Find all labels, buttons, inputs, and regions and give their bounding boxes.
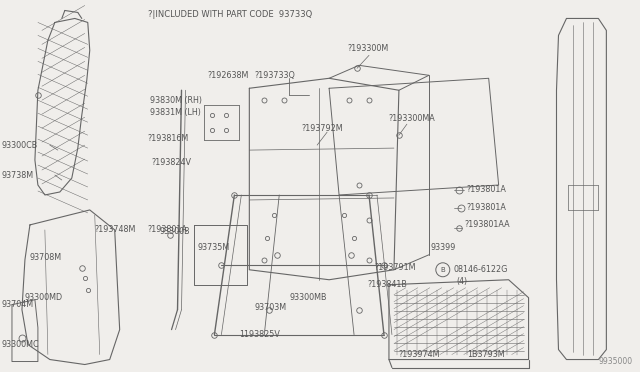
- Text: 93703M: 93703M: [254, 303, 287, 312]
- Text: ?193974M: ?193974M: [399, 350, 440, 359]
- Text: ?193733Q: ?193733Q: [254, 71, 295, 80]
- Text: 93300CB: 93300CB: [2, 141, 38, 150]
- Text: ?193792M: ?193792M: [301, 124, 343, 133]
- Text: 08146-6122G: 08146-6122G: [454, 265, 508, 274]
- Text: 93399: 93399: [431, 243, 456, 252]
- Text: ?193300M: ?193300M: [347, 44, 388, 53]
- Text: 93300MC: 93300MC: [2, 340, 40, 349]
- Text: ?192638M: ?192638M: [207, 71, 249, 80]
- Text: 93300MD: 93300MD: [25, 293, 63, 302]
- Text: ?193801AA: ?193801AA: [465, 220, 510, 230]
- Text: ?193801A: ?193801A: [148, 225, 188, 234]
- Text: 93831M (LH): 93831M (LH): [150, 108, 200, 117]
- Text: ?193791M: ?193791M: [374, 263, 415, 272]
- Text: 1193825V: 1193825V: [239, 330, 280, 339]
- Text: 93738M: 93738M: [2, 170, 34, 180]
- Text: (4): (4): [457, 277, 468, 286]
- Text: 9935000: 9935000: [598, 357, 632, 366]
- Text: 93300B: 93300B: [159, 227, 190, 236]
- Text: ?193824V: ?193824V: [152, 158, 191, 167]
- Text: ?|INCLUDED WITH PART CODE  93733Q: ?|INCLUDED WITH PART CODE 93733Q: [148, 10, 312, 19]
- Text: 93708M: 93708M: [30, 253, 62, 262]
- Text: ?193300MA: ?193300MA: [389, 114, 436, 123]
- Text: 93300MB: 93300MB: [289, 293, 326, 302]
- Text: 93735M: 93735M: [198, 243, 230, 252]
- Text: 93830M (RH): 93830M (RH): [150, 96, 202, 105]
- Text: 1B3793M: 1B3793M: [467, 350, 504, 359]
- Text: ?193841B: ?193841B: [367, 280, 407, 289]
- Text: ?193801A: ?193801A: [467, 186, 507, 195]
- Text: ?193748M: ?193748M: [95, 225, 136, 234]
- Text: B: B: [440, 267, 445, 273]
- Text: ?193801A: ?193801A: [467, 203, 507, 212]
- Text: ?193816M: ?193816M: [148, 134, 189, 142]
- Text: 93704M: 93704M: [2, 300, 34, 309]
